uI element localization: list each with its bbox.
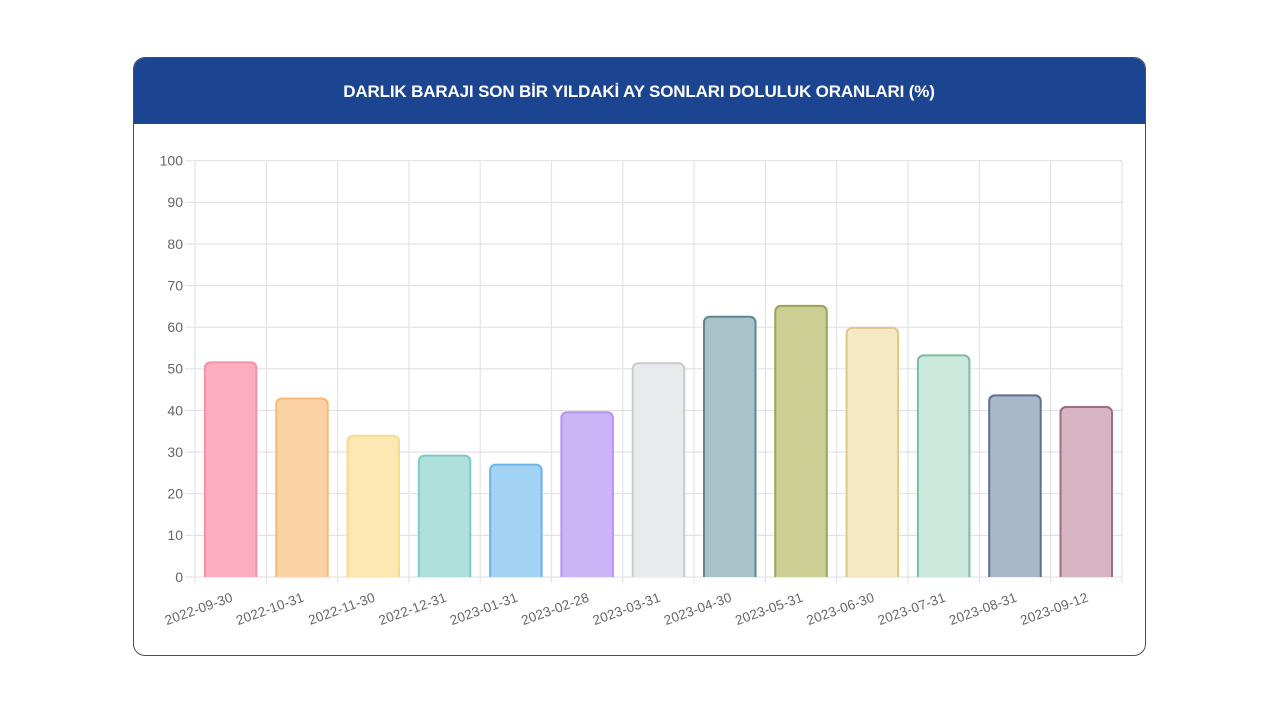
svg-text:2023-07-31: 2023-07-31 (876, 590, 948, 628)
svg-text:20: 20 (167, 486, 183, 502)
svg-text:100: 100 (160, 153, 184, 169)
svg-text:40: 40 (167, 402, 183, 418)
svg-text:2022-09-30: 2022-09-30 (163, 590, 235, 628)
svg-text:2023-03-31: 2023-03-31 (591, 590, 663, 628)
svg-text:2023-04-30: 2023-04-30 (662, 590, 734, 628)
svg-text:90: 90 (167, 194, 183, 210)
svg-text:2022-10-31: 2022-10-31 (234, 590, 306, 628)
svg-text:2023-02-28: 2023-02-28 (519, 590, 591, 628)
svg-text:30: 30 (167, 444, 183, 460)
svg-text:2023-09-12: 2023-09-12 (1018, 590, 1090, 628)
svg-text:2022-12-31: 2022-12-31 (377, 590, 449, 628)
svg-text:2023-01-31: 2023-01-31 (448, 590, 520, 628)
svg-text:60: 60 (167, 319, 183, 335)
svg-text:10: 10 (167, 527, 183, 543)
svg-text:0: 0 (175, 569, 183, 585)
svg-text:2023-08-31: 2023-08-31 (947, 590, 1019, 628)
svg-text:2022-11-30: 2022-11-30 (306, 590, 377, 628)
svg-text:2023-05-31: 2023-05-31 (733, 590, 805, 628)
svg-text:80: 80 (167, 236, 183, 252)
svg-text:50: 50 (167, 361, 183, 377)
svg-text:70: 70 (167, 277, 183, 293)
svg-text:2023-06-30: 2023-06-30 (805, 590, 877, 628)
